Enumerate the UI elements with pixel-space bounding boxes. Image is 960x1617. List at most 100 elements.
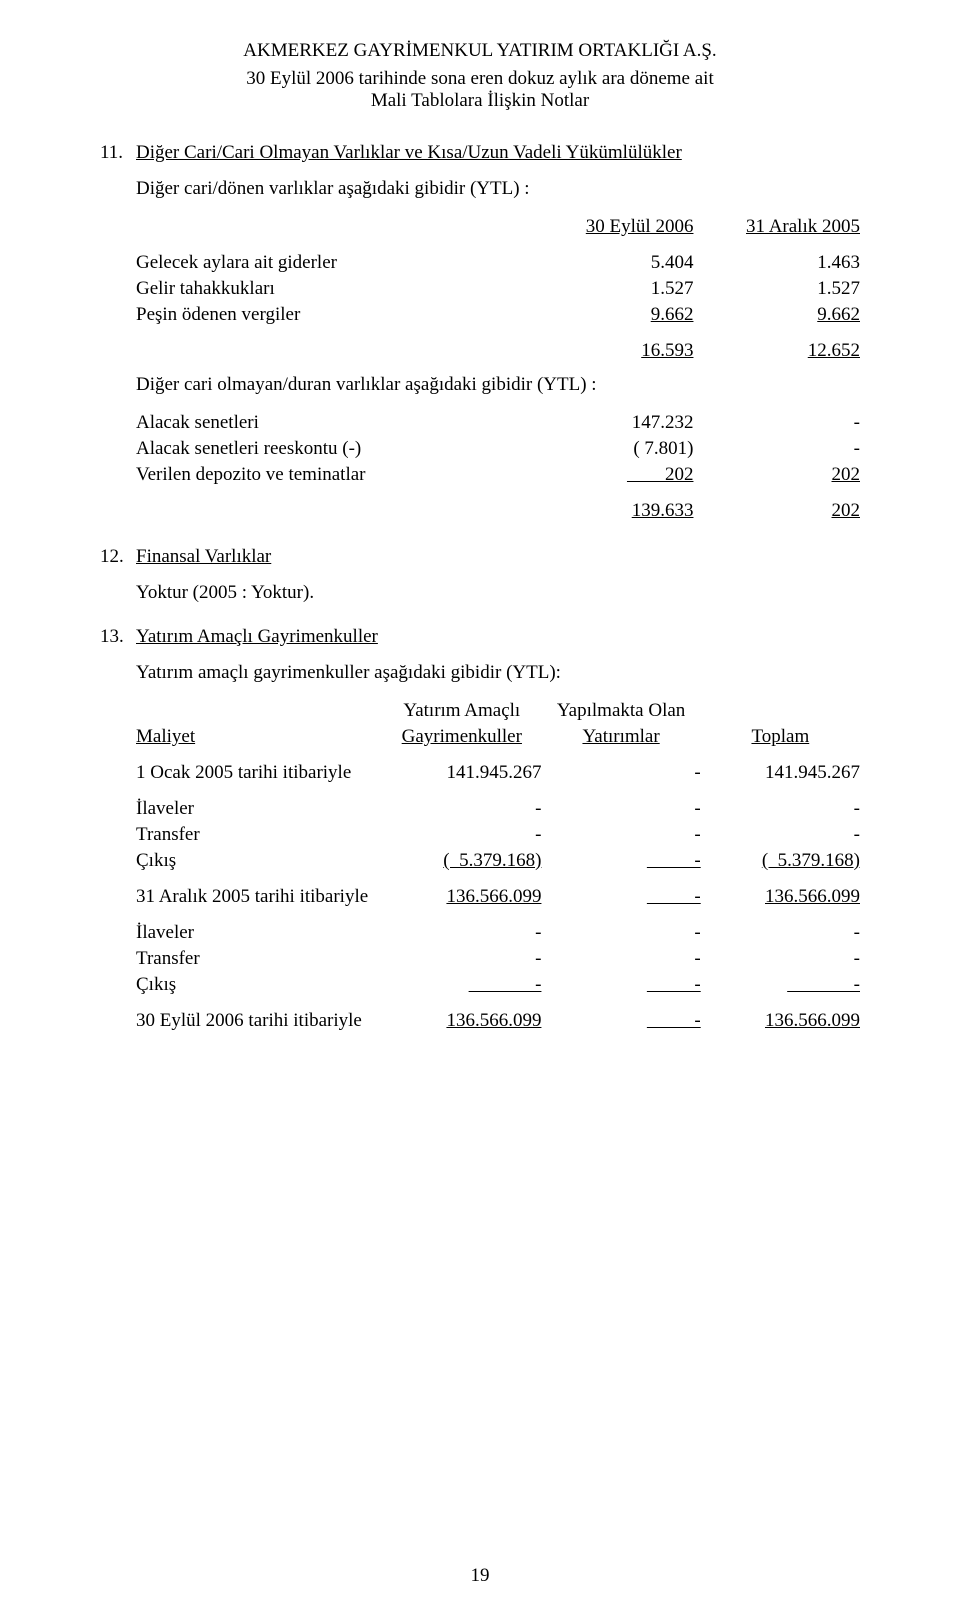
table-header-row-2: Maliyet Gayrimenkuller Yatırımlar Toplam [136, 724, 860, 750]
subtitle-line-1: 30 Eylül 2006 tarihinde sona eren dokuz … [100, 68, 860, 90]
row-b: - [541, 946, 700, 972]
row-value-a: 1.527 [527, 276, 694, 302]
row-value-a: ( 7.801) [527, 436, 694, 462]
table-row: Çıkış - - - [136, 972, 860, 998]
table-row-closing-2005: 31 Aralık 2005 tarihi itibariyle 136.566… [136, 884, 860, 910]
row-label: İlaveler [136, 920, 382, 946]
row-value-b: 1.463 [693, 250, 860, 276]
table-row: Alacak senetleri reeskontu (-) ( 7.801) … [136, 436, 860, 462]
subtitle-line-2: Mali Tablolara İlişkin Notlar [100, 90, 860, 112]
table-row: Gelir tahakkukları 1.527 1.527 [136, 276, 860, 302]
row-label: 1 Ocak 2005 tarihi itibariyle [136, 760, 382, 786]
row-value-a: 147.232 [527, 410, 694, 436]
section-13-heading: 13. Yatırım Amaçlı Gayrimenkuller [100, 626, 860, 648]
table-row: Transfer - - - [136, 822, 860, 848]
col-header-b: 31 Aralık 2005 [693, 214, 860, 240]
row-b: - [541, 920, 700, 946]
row-a: - [382, 972, 541, 998]
row-label: 30 Eylül 2006 tarihi itibariyle [136, 1008, 382, 1034]
row-a: - [382, 920, 541, 946]
row-c: 136.566.099 [701, 1008, 860, 1034]
row-b: - [541, 796, 700, 822]
row-a: - [382, 822, 541, 848]
row-b: - [541, 848, 700, 874]
company-name: AKMERKEZ GAYRİMENKUL YATIRIM ORTAKLIĞI A… [100, 40, 860, 62]
row-b: - [541, 822, 700, 848]
row-label: Alacak senetleri [136, 410, 527, 436]
page-number: 19 [0, 1565, 960, 1587]
row-value-b: 9.662 [693, 302, 860, 328]
section-11-heading: 11. Diğer Cari/Cari Olmayan Varlıklar ve… [100, 142, 860, 164]
row-c: - [701, 822, 860, 848]
row-label: Gelir tahakkukları [136, 276, 527, 302]
row-c: - [701, 796, 860, 822]
row-label: Çıkış [136, 972, 382, 998]
row-label: 31 Aralık 2005 tarihi itibariyle [136, 884, 382, 910]
row-value-b: - [693, 436, 860, 462]
col-header-b-line2: Yatırımlar [541, 724, 700, 750]
table-other-noncurrent-assets: Alacak senetleri 147.232 - Alacak senetl… [136, 410, 860, 524]
table-other-current-assets: 30 Eylül 2006 31 Aralık 2005 Gelecek ayl… [136, 214, 860, 364]
table-row: Alacak senetleri 147.232 - [136, 410, 860, 436]
col-header-b-line1: Yapılmakta Olan [541, 698, 700, 724]
row-a: 141.945.267 [382, 760, 541, 786]
table-header-row: 30 Eylül 2006 31 Aralık 2005 [136, 214, 860, 240]
table-row: Transfer - - - [136, 946, 860, 972]
row-a: 136.566.099 [382, 884, 541, 910]
row-value-a: 202 [527, 462, 694, 488]
col-header-a-line2: Gayrimenkuller [382, 724, 541, 750]
total-a: 16.593 [527, 338, 694, 364]
row-label: Gelecek aylara ait giderler [136, 250, 527, 276]
row-a: ( 5.379.168) [382, 848, 541, 874]
table-row: Gelecek aylara ait giderler 5.404 1.463 [136, 250, 860, 276]
section-number: 13. [100, 626, 136, 648]
row-b: - [541, 884, 700, 910]
row-b: - [541, 972, 700, 998]
row-value-a: 5.404 [527, 250, 694, 276]
row-label: Transfer [136, 822, 382, 848]
section-number: 12. [100, 546, 136, 568]
row-b: - [541, 760, 700, 786]
section-11-intro: Diğer cari/dönen varlıklar aşağıdaki gib… [100, 178, 860, 200]
row-label: İlaveler [136, 796, 382, 822]
table-total-row: 16.593 12.652 [136, 338, 860, 364]
table-row: İlaveler - - - [136, 920, 860, 946]
row-c: ( 5.379.168) [701, 848, 860, 874]
row-a: - [382, 946, 541, 972]
row-value-a: 9.662 [527, 302, 694, 328]
section-title: Finansal Varlıklar [136, 546, 271, 568]
row-c: - [701, 920, 860, 946]
table-total-row: 139.633 202 [136, 498, 860, 524]
table-row: Peşin ödenen vergiler 9.662 9.662 [136, 302, 860, 328]
row-value-b: - [693, 410, 860, 436]
total-a: 139.633 [527, 498, 694, 524]
section-title: Yatırım Amaçlı Gayrimenkuller [136, 626, 378, 648]
table-row: İlaveler - - - [136, 796, 860, 822]
section-12-body: Yoktur (2005 : Yoktur). [100, 582, 860, 604]
table-header-row: Yatırım Amaçlı Yapılmakta Olan [136, 698, 860, 724]
table-row-closing-2006: 30 Eylül 2006 tarihi itibariyle 136.566.… [136, 1008, 860, 1034]
section-number: 11. [100, 142, 136, 164]
col-header-a: 30 Eylül 2006 [527, 214, 694, 240]
row-label: Çıkış [136, 848, 382, 874]
table-investment-property: Yatırım Amaçlı Yapılmakta Olan Maliyet G… [136, 698, 860, 1034]
row-value-b: 1.527 [693, 276, 860, 302]
row-a: 136.566.099 [382, 1008, 541, 1034]
col-header-label: Maliyet [136, 724, 382, 750]
col-header-c: Toplam [701, 724, 860, 750]
row-value-b: 202 [693, 462, 860, 488]
row-c: - [701, 972, 860, 998]
row-c: 141.945.267 [701, 760, 860, 786]
row-label: Alacak senetleri reeskontu (-) [136, 436, 527, 462]
row-label: Verilen depozito ve teminatlar [136, 462, 527, 488]
document-page: AKMERKEZ GAYRİMENKUL YATIRIM ORTAKLIĞI A… [0, 0, 960, 1617]
section-13-intro: Yatırım amaçlı gayrimenkuller aşağıdaki … [100, 662, 860, 684]
row-label: Peşin ödenen vergiler [136, 302, 527, 328]
table-row: Çıkış ( 5.379.168) - ( 5.379.168) [136, 848, 860, 874]
section-12-heading: 12. Finansal Varlıklar [100, 546, 860, 568]
row-c: 136.566.099 [701, 884, 860, 910]
total-b: 202 [693, 498, 860, 524]
row-c: - [701, 946, 860, 972]
section-title: Diğer Cari/Cari Olmayan Varlıklar ve Kıs… [136, 142, 682, 164]
col-header-a-line1: Yatırım Amaçlı [382, 698, 541, 724]
